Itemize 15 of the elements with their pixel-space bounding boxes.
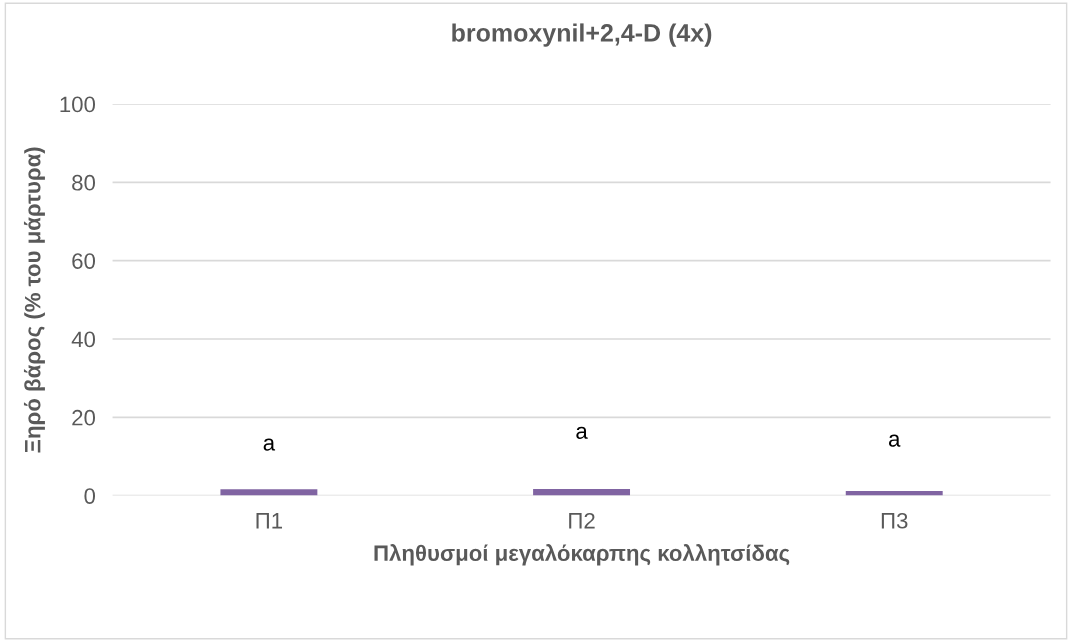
annotation: a [576,426,588,439]
y-tick-label: 80 [72,174,96,191]
x-tick-label: Π2 [569,512,595,529]
y-tick-label: 40 [71,331,96,348]
chart-title: bromoxynil+2,4-D (4x) [452,23,712,47]
annotation: a [888,434,901,447]
x-axis-title: Πληθυσμοί μεγαλόκαρπης κολλητσίδας [374,544,790,566]
annotation: a [263,438,276,451]
x-tick-label: Π1 [256,513,283,529]
y-tick-label: 100 [60,96,96,113]
y-tick-label: 60 [72,253,96,269]
y-tick-label: 0 [84,488,96,504]
y-tick-label: 20 [72,409,96,426]
x-tick-label: Π3 [881,512,908,529]
y-axis-title: Ξηρό βάρος (% του μάρτυρα) [23,147,45,453]
